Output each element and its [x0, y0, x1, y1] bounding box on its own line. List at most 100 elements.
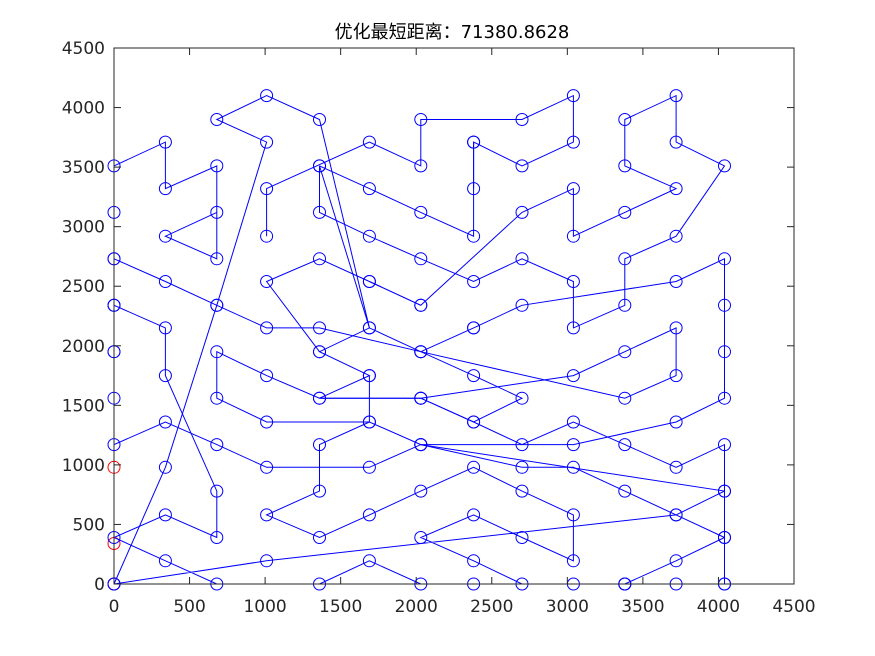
route-point — [158, 369, 172, 383]
route-point — [669, 182, 683, 196]
route-point — [362, 275, 376, 288]
route-point — [158, 135, 172, 149]
route-point — [467, 135, 481, 149]
route-point — [566, 508, 580, 522]
x-tick-label: 4000 — [697, 597, 740, 617]
route-point — [210, 205, 224, 219]
route-point — [467, 554, 481, 568]
route-point — [414, 159, 428, 173]
route-point — [669, 229, 683, 243]
route-point — [566, 460, 580, 474]
route-point — [566, 554, 580, 568]
route-point — [362, 369, 376, 383]
route-point — [158, 460, 172, 474]
route-point — [566, 321, 580, 335]
route-point — [467, 229, 481, 243]
route-point — [210, 438, 224, 452]
route-point — [210, 531, 224, 544]
route-point — [515, 205, 529, 219]
route-point — [414, 113, 428, 126]
route-point — [566, 438, 580, 452]
route-point — [467, 415, 481, 429]
route-point — [515, 391, 529, 405]
route-point — [313, 484, 326, 498]
route-point — [618, 391, 632, 405]
route-point — [515, 113, 529, 126]
route-point — [414, 391, 428, 405]
route-point — [718, 298, 731, 312]
route-point — [618, 252, 632, 266]
route-point — [669, 415, 683, 429]
route-point — [313, 159, 326, 173]
route-point — [566, 182, 580, 196]
x-tick-label: 500 — [173, 597, 205, 617]
route-point — [362, 135, 376, 149]
x-tick-label: 1000 — [243, 597, 286, 617]
route-point — [362, 182, 376, 196]
route-point — [669, 554, 683, 568]
route-point — [467, 275, 481, 288]
route-point — [515, 298, 529, 312]
route-point — [467, 369, 481, 383]
route-point — [362, 554, 376, 568]
x-tick-label: 0 — [109, 597, 120, 617]
route-point — [566, 229, 580, 243]
route-point — [618, 298, 632, 312]
route-line — [420, 327, 474, 353]
route-point — [414, 298, 428, 312]
route-point — [210, 252, 224, 266]
y-tick-label: 2500 — [62, 277, 105, 297]
route-series-7 — [467, 135, 481, 196]
route-line — [369, 281, 422, 306]
route-point — [718, 438, 731, 452]
route-point — [260, 135, 274, 149]
route-point — [158, 508, 172, 522]
y-tick-label: 1500 — [62, 396, 105, 416]
route-line — [420, 258, 725, 446]
route-series-10 — [414, 321, 481, 359]
route-point — [260, 415, 274, 429]
x-tick-label: 1500 — [319, 597, 362, 617]
route-point — [515, 252, 529, 266]
x-tick-label: 4500 — [772, 597, 815, 617]
y-tick-label: 2000 — [62, 337, 105, 357]
route-point — [313, 252, 326, 266]
route-series-4 — [107, 89, 683, 591]
route-point — [566, 275, 580, 288]
route-point — [158, 182, 172, 196]
route-point — [210, 113, 224, 126]
y-tick-label: 4500 — [62, 39, 105, 59]
x-tick-label: 3500 — [621, 597, 664, 617]
route-point — [260, 321, 274, 335]
route-point — [210, 484, 224, 498]
route-point — [618, 345, 632, 359]
route-line — [266, 94, 574, 237]
route-point — [158, 415, 172, 429]
y-tick-label: 0 — [94, 575, 105, 595]
x-tick-label: 3000 — [546, 597, 589, 617]
route-point — [414, 531, 428, 544]
x-tick-label: 2000 — [395, 597, 438, 617]
route-point — [313, 438, 326, 452]
route-point — [362, 460, 376, 474]
route-line — [113, 258, 725, 584]
route-point — [618, 438, 632, 452]
route-point — [718, 252, 731, 266]
route-point — [362, 229, 376, 243]
route-point — [260, 229, 274, 243]
route-point — [158, 554, 172, 568]
route-point — [313, 113, 326, 126]
route-point — [467, 508, 481, 522]
route-point — [669, 460, 683, 474]
route-point — [260, 554, 274, 568]
route-point — [414, 345, 428, 359]
route-point — [210, 345, 224, 359]
route-point — [414, 484, 428, 498]
route-point — [313, 531, 326, 544]
route-point — [313, 391, 326, 405]
y-tick-label: 3500 — [62, 158, 105, 178]
route-point — [566, 369, 580, 383]
route-point — [467, 460, 481, 474]
route-point — [260, 275, 274, 288]
